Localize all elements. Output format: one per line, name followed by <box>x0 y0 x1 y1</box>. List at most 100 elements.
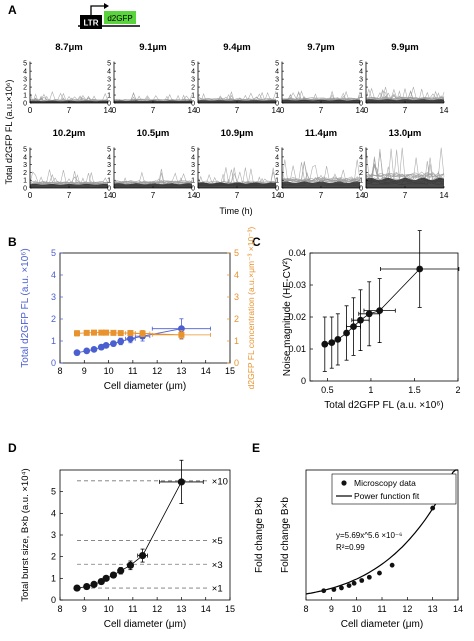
subplot-title: 10.5μm <box>137 128 170 139</box>
y-tick-label: 4 <box>359 154 363 161</box>
data-point <box>73 349 81 357</box>
x-tick-label: 7 <box>67 191 72 200</box>
data-point <box>328 339 336 346</box>
panel-letter-c: C <box>252 235 261 249</box>
y-tick-label: 4 <box>23 154 27 161</box>
panel-d-y-axis-label: Total burst size, B×b (a.u. ×10⁴) <box>20 468 31 601</box>
x-tick-label: 14 <box>453 604 463 614</box>
trajectory-density-band <box>30 183 108 188</box>
series-line <box>76 481 182 589</box>
data-point <box>83 347 91 355</box>
subplot-title: 9.7μm <box>307 42 334 53</box>
x-tick-label: 7 <box>235 191 240 200</box>
x-tick-label: 9 <box>82 604 87 614</box>
data-point <box>357 316 364 324</box>
subplot-title: 9.4μm <box>223 42 250 53</box>
subplot-title: 9.1μm <box>139 42 166 53</box>
y-tick-label: 0 <box>191 101 195 108</box>
y-tick-label: 5 <box>107 147 111 154</box>
x-tick-label: 8 <box>57 604 62 614</box>
trajectory-density-band <box>282 181 360 188</box>
y-tick-label: 4 <box>275 69 279 76</box>
x-tick-label: 7 <box>403 106 408 115</box>
trajectory-line <box>365 86 444 100</box>
data-point <box>83 582 91 591</box>
y-tick-label: 5 <box>359 61 363 68</box>
y-tick-label: 4 <box>23 69 27 76</box>
construct-ltr-label: LTR <box>84 19 99 28</box>
y-tick-label: 5 <box>275 147 279 154</box>
y-tick-label: 3 <box>359 162 363 169</box>
panel-e-x-axis-label: Cell diameter (μm) <box>341 619 423 630</box>
construct-ltr-box <box>80 15 102 29</box>
data-point <box>321 340 329 348</box>
y-tick-label-left: 0 <box>51 358 56 368</box>
y-tick-label: 3 <box>275 77 279 84</box>
x-tick-label: 11 <box>128 366 137 376</box>
y-tick-label-left: 2 <box>51 314 56 324</box>
data-point <box>117 338 125 345</box>
y-tick-label: 3 <box>51 530 56 540</box>
y-tick-label: 0.02 <box>288 312 306 322</box>
y-tick-label: 0 <box>301 376 306 386</box>
trajectory-line <box>197 93 277 100</box>
trajectory-line <box>197 172 277 184</box>
y-tick-label: 0 <box>359 101 363 108</box>
data-point <box>91 329 97 336</box>
subplot-title: 8.7μm <box>55 42 82 53</box>
fold-reference-label: ×10 <box>212 476 228 487</box>
data-point <box>117 567 125 575</box>
construct-promoter-arrow <box>90 5 104 15</box>
x-tick-label: 0 <box>28 191 33 200</box>
y-tick-label: 1 <box>275 178 279 185</box>
trajectory-density-band <box>114 183 192 188</box>
x-tick-label: 9 <box>329 604 334 614</box>
panel-a-x-axis-label: Time (h) <box>219 206 252 216</box>
data-point <box>117 330 124 337</box>
y-tick-label: 1 <box>107 178 111 185</box>
data-point <box>83 329 90 336</box>
x-tick-label: 12 <box>152 604 162 614</box>
legend-label: Power function fit <box>354 491 420 501</box>
data-point <box>90 345 98 353</box>
data-point <box>103 329 110 336</box>
subplot-title: 10.2μm <box>53 128 86 139</box>
fit-r-squared: R²=0.99 <box>336 543 365 552</box>
y-tick-label: 2 <box>23 85 27 92</box>
x-tick-label: 11 <box>128 604 137 614</box>
y-tick-label: 2 <box>107 85 111 92</box>
series-left <box>73 318 211 357</box>
legend-box <box>331 473 457 505</box>
panel-c-x-axis-label: Total d2GFP FL (a.u. ×10⁶) <box>324 400 443 411</box>
data-point <box>346 583 352 589</box>
data-point <box>351 580 357 586</box>
y-tick-label: 2 <box>275 85 279 92</box>
fold-reference-label: ×5 <box>212 536 223 547</box>
y-tick-label: 4 <box>107 69 111 76</box>
y-tick-label: 5 <box>191 61 195 68</box>
x-tick-label: 9 <box>82 366 87 376</box>
y-tick-label: 1 <box>191 93 195 100</box>
data-point <box>376 307 384 314</box>
legend-marker-point <box>341 480 347 486</box>
y-tick-label: 4 <box>107 154 111 161</box>
x-tick-label: 0 <box>364 191 369 200</box>
panel-e-y-axis-label: Fold change B×b <box>280 497 291 573</box>
y-tick-label: 1 <box>191 178 195 185</box>
data-point <box>110 340 117 348</box>
data-point <box>102 342 110 349</box>
x-tick-label: 14 <box>201 366 211 376</box>
data-point <box>98 329 105 336</box>
x-tick-label: 12 <box>152 366 162 376</box>
legend: Microscopy data Power function fit <box>331 473 457 505</box>
y-tick-label-right: 4 <box>234 270 239 280</box>
x-tick-label: 14 <box>272 106 281 115</box>
panel-b-x-axis-label: Cell diameter (μm) <box>104 381 186 392</box>
y-tick-label: 2 <box>107 170 111 177</box>
x-tick-label: 13 <box>428 604 438 614</box>
y-tick-label: 2 <box>359 85 363 92</box>
